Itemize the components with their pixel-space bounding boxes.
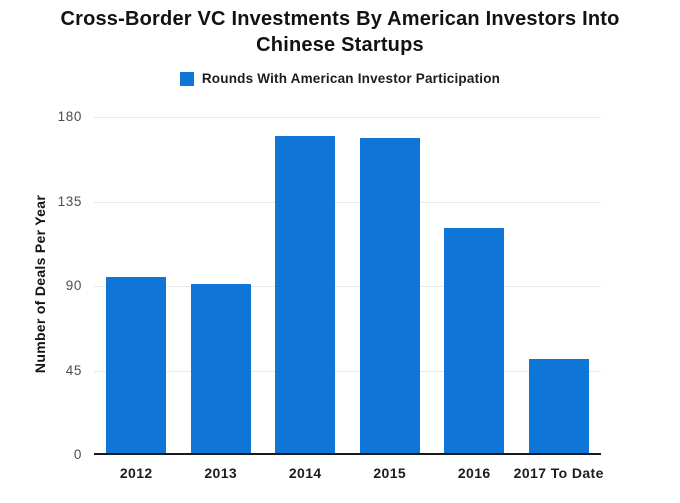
x-tick-label: 2013	[204, 465, 238, 481]
y-tick-label: 45	[65, 362, 82, 378]
plot-area	[94, 117, 601, 455]
legend-swatch-icon	[179, 71, 194, 86]
x-tick-label: 2016	[457, 465, 491, 481]
gridline	[94, 117, 601, 118]
x-tick-label: 2015	[373, 465, 407, 481]
y-tick-label: 135	[57, 193, 82, 209]
chart-title: Cross-Border VC Investments By American …	[60, 8, 620, 56]
y-tick-label: 180	[57, 109, 82, 124]
bar-2015	[359, 137, 420, 453]
gridline	[94, 370, 601, 372]
bar-2017 To Date	[528, 359, 589, 453]
x-tick-label: 2012	[119, 465, 153, 481]
bar-2016	[444, 227, 505, 453]
gridline	[94, 286, 601, 287]
bar-2013	[190, 284, 251, 453]
legend: Rounds With American Investor Participat…	[0, 71, 680, 86]
y-tick-label: 90	[65, 278, 82, 293]
gridline	[94, 201, 601, 203]
legend-label: Rounds With American Investor Participat…	[201, 71, 501, 86]
bar-2012	[106, 276, 167, 453]
bar-2014	[275, 135, 336, 453]
y-tick-label: 0	[73, 447, 82, 462]
x-tick-label: 2017 To Date	[513, 465, 604, 481]
x-tick-label: 2014	[288, 465, 322, 481]
